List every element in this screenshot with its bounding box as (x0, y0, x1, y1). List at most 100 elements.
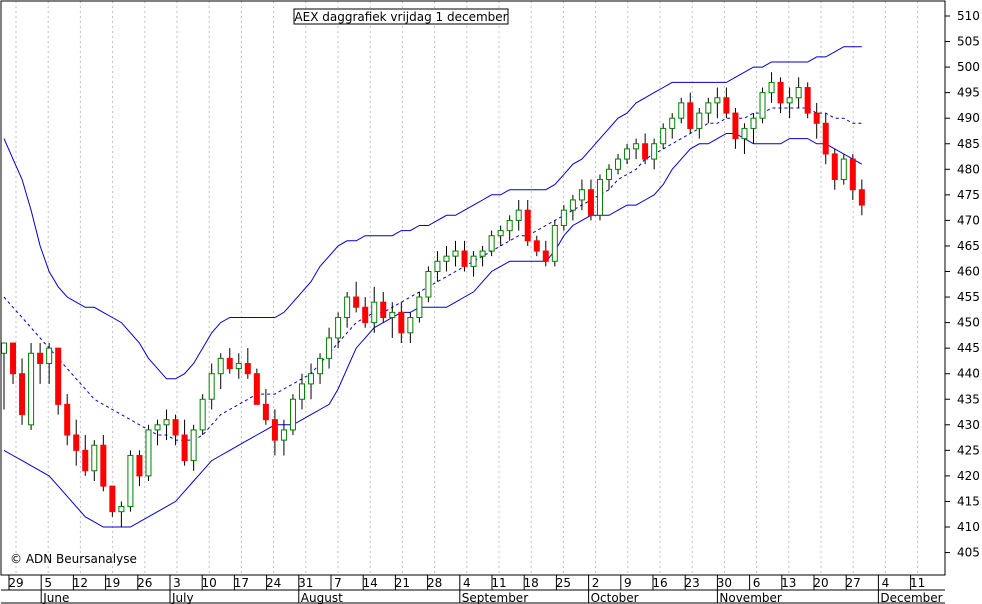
candle-body-up (371, 301, 378, 324)
candle-body-up (163, 419, 170, 426)
candle-body-up (678, 102, 685, 119)
candle-body-up (199, 398, 206, 431)
candle-body-up (786, 97, 793, 104)
candle-body-down (362, 306, 369, 324)
candle-body-down (55, 347, 62, 405)
candle (497, 225, 504, 246)
candle-body-down (64, 403, 71, 436)
y-tick-label: 405 (957, 546, 980, 560)
candle-body-down (253, 373, 260, 405)
candle-body-down (353, 296, 360, 308)
candle-body-down (73, 434, 80, 451)
candle-body-up (416, 296, 423, 318)
candle-body-down (524, 209, 531, 242)
candle (849, 153, 856, 200)
x-tick-label: 21 (395, 576, 410, 590)
x-tick-label: 30 (717, 576, 732, 590)
candle-body-up (705, 102, 712, 114)
candle-body-down (777, 81, 784, 104)
candle (326, 327, 333, 369)
candle-body-up (506, 219, 513, 232)
candle (244, 348, 251, 379)
candle (506, 215, 513, 241)
candle-body-up (633, 143, 640, 150)
candle-body-down (271, 419, 278, 441)
candle (425, 266, 432, 303)
month-label: July (171, 591, 194, 604)
candle (461, 240, 468, 272)
candle (606, 164, 613, 190)
candle (560, 205, 567, 231)
candle-body-up (46, 347, 53, 364)
y-axis-ticks: 405 410 415 420 425 430 435 440 445 450 455 460 465 4… (945, 9, 980, 560)
candle (145, 424, 152, 482)
plot-frame (0, 0, 946, 576)
copyright-text: © ADN Beursanalyse (10, 552, 137, 566)
candle-body-down (587, 189, 594, 216)
y-tick-label: 475 (957, 188, 980, 202)
candle (19, 358, 26, 425)
candle-body-down (533, 240, 540, 252)
candle-body-up (624, 148, 631, 160)
candle-body-up (741, 127, 748, 140)
y-tick-label: 450 (957, 316, 980, 330)
candle (317, 353, 324, 384)
candle (822, 113, 829, 165)
candle (371, 286, 378, 333)
candle (10, 342, 17, 384)
candle (479, 245, 486, 267)
candle-body-up (497, 230, 504, 237)
chart-title-box: AEX daggrafiek vrijdag 1 december (293, 8, 509, 25)
candle-body-up (91, 444, 98, 472)
y-tick-label: 470 (957, 213, 980, 227)
candle-body-down (804, 87, 811, 114)
x-tick-label: 5 (44, 576, 52, 590)
candle (217, 353, 224, 390)
x-tick-label: 31 (298, 576, 313, 590)
candle (840, 153, 847, 185)
x-tick-label: 3 (173, 576, 181, 590)
candle-body-down (849, 158, 856, 191)
candle-body-up (515, 209, 522, 221)
upper-band-line (3, 46, 862, 380)
candle (253, 368, 260, 405)
candle (82, 435, 89, 476)
candle (208, 363, 215, 410)
candle-body-up (425, 271, 432, 298)
candle (587, 179, 594, 221)
candle-body-up (759, 92, 766, 119)
month-label: September (462, 591, 528, 604)
candle (407, 312, 414, 344)
candle-body-up (660, 127, 667, 145)
x-axis-ticks: 29 5 12 19 26 3 10 17 24 31 7 14 21 28 4 11 18 25 2 9 16 23 30… (8, 575, 925, 590)
candle-body-down (813, 112, 820, 124)
candle-body-down (822, 122, 829, 155)
candle (624, 143, 631, 165)
candle (298, 373, 305, 410)
candle (831, 148, 838, 190)
candle-body-down (723, 97, 730, 114)
candle-body-up (714, 97, 721, 104)
y-tick-label: 495 (957, 86, 980, 100)
y-tick-label: 510 (957, 9, 980, 23)
month-label: August (301, 591, 343, 604)
candle (64, 394, 71, 446)
y-tick-label: 435 (957, 392, 980, 406)
y-tick-label: 455 (957, 290, 980, 304)
x-tick-label: 17 (234, 576, 249, 590)
x-tick-label: 7 (334, 576, 342, 590)
month-label: June (42, 591, 69, 604)
candle-body-up (145, 429, 152, 477)
y-tick-label: 500 (957, 60, 980, 74)
candle-body-up (479, 250, 486, 257)
candle-body-down (461, 250, 468, 267)
candle-body-down (244, 362, 251, 375)
candle-body-up (344, 296, 351, 318)
candle-body-down (37, 352, 44, 364)
candle-body-up (750, 117, 757, 129)
candle (678, 97, 685, 124)
candle-body-up (696, 112, 703, 129)
x-tick-label: 26 (137, 576, 152, 590)
candle (353, 281, 360, 313)
